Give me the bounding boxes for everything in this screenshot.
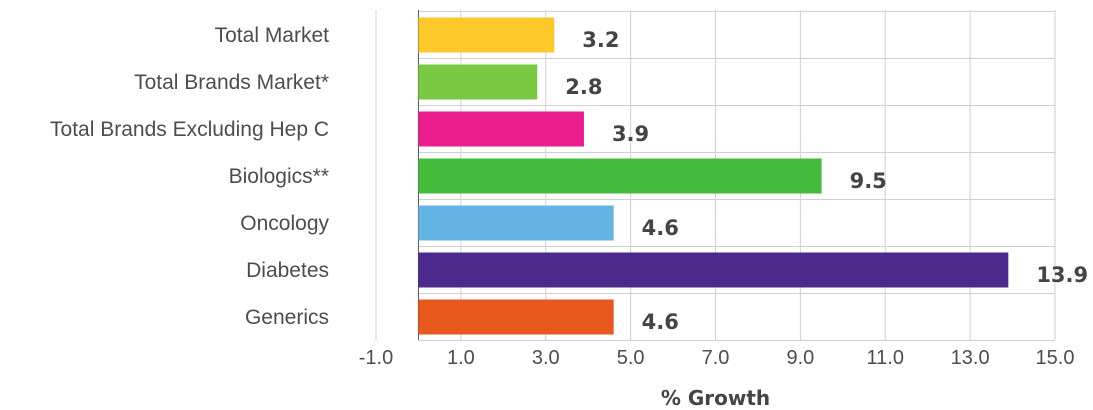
x-tick-label: 15.0	[1036, 347, 1075, 369]
data-label: 4.6	[642, 216, 679, 240]
bars	[418, 17, 1009, 335]
category-label: Diabetes	[246, 259, 329, 282]
data-label: 4.6	[642, 310, 679, 334]
bar	[418, 111, 584, 147]
value-labels: 3.2 2.8 3.9 9.5 4.6 13.9 4.6	[565, 28, 1088, 334]
category-label: Oncology	[240, 212, 329, 235]
x-tick-label: 3.0	[532, 347, 560, 369]
bar	[418, 299, 614, 335]
data-label: 9.5	[850, 169, 887, 193]
x-tick-label: 1.0	[447, 347, 475, 369]
x-tick-label: -1.0	[359, 347, 393, 369]
x-tick-labels: -1.0 1.0 3.0 5.0 7.0 9.0 11.0 13.0 15.0	[359, 347, 1075, 369]
category-label: Total Brands Market*	[134, 71, 329, 94]
x-tick-label: 5.0	[617, 347, 645, 369]
data-label: 13.9	[1036, 263, 1088, 287]
x-axis-title: % Growth	[661, 386, 770, 410]
bar	[418, 17, 555, 53]
bar	[418, 64, 538, 100]
category-label: Biologics**	[229, 165, 329, 188]
bar	[418, 205, 614, 241]
category-label: Generics	[245, 306, 329, 329]
x-tick-label: 9.0	[786, 347, 814, 369]
bar	[418, 252, 1009, 288]
x-tick-label: 7.0	[702, 347, 730, 369]
data-label: 2.8	[565, 75, 602, 99]
data-label: 3.2	[582, 28, 619, 52]
bar	[418, 158, 822, 194]
category-label: Total Brands Excluding Hep C	[50, 118, 329, 141]
x-tick-label: 11.0	[867, 347, 904, 369]
x-tick-label: 13.0	[951, 347, 990, 369]
category-label: Total Market	[215, 24, 330, 47]
data-label: 3.9	[612, 122, 649, 146]
category-labels: Total Market Total Brands Market* Total Br…	[50, 24, 329, 329]
